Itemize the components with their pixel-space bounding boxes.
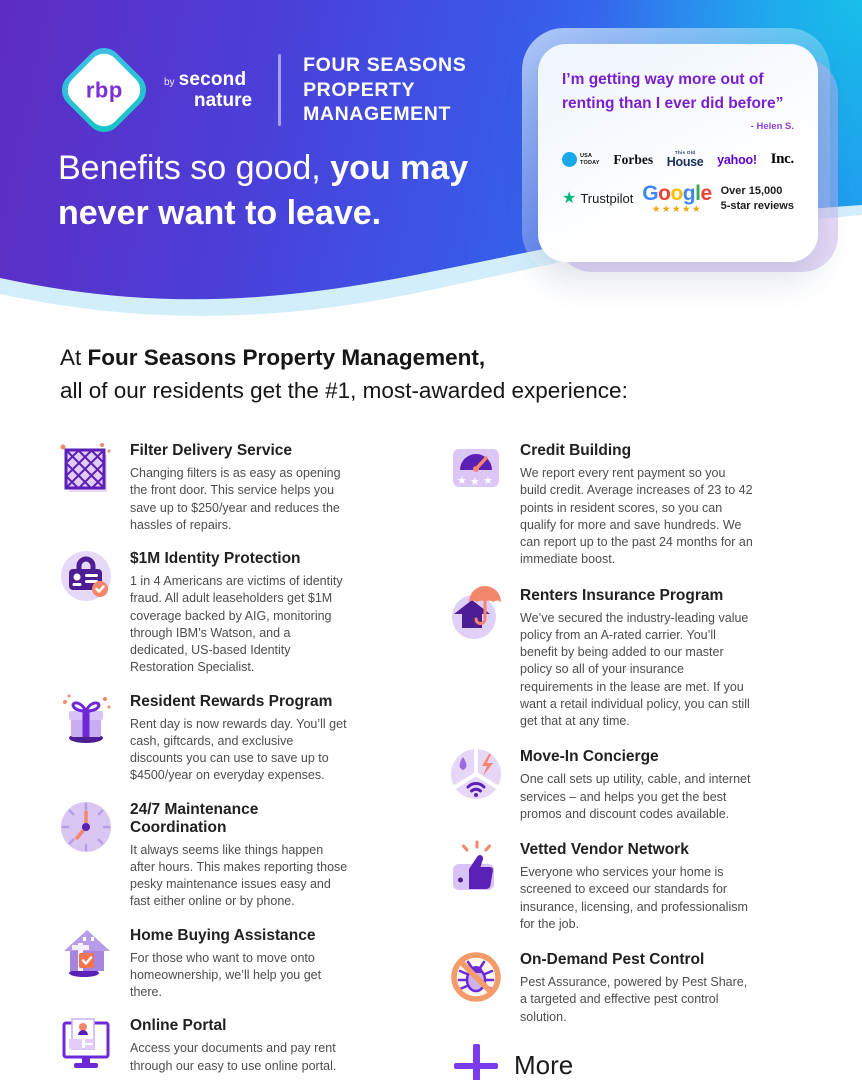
benefit-identity-protection: $1M Identity Protection 1 in 4 Americans… bbox=[58, 548, 348, 677]
yahoo-logo: yahoo! bbox=[717, 152, 757, 167]
testimonial-attribution: - Helen S. bbox=[750, 121, 794, 133]
benefit-title: Home Buying Assistance bbox=[130, 926, 316, 944]
clock-icon bbox=[58, 799, 114, 855]
benefit-description: We report every rent payment so you buil… bbox=[520, 466, 753, 567]
benefits-column-right: ★ ★ ★ Credit Building We report every re… bbox=[448, 440, 754, 1080]
inc-logo: Inc. bbox=[770, 151, 795, 168]
more-row: More bbox=[448, 1043, 754, 1080]
benefit-description: One call sets up utility, cable, and int… bbox=[520, 772, 751, 821]
benefit-online-portal: Online Portal Access your documents and … bbox=[58, 1015, 348, 1075]
google-logo: Google ★★★★★ bbox=[642, 182, 712, 216]
benefit-description: Changing filters is as easy as opening t… bbox=[130, 466, 341, 532]
benefit-description: It always seems like things happen after… bbox=[130, 842, 348, 909]
reviews-row: ★ Trustpilot Google ★★★★★ Over 15,000 5-… bbox=[562, 183, 794, 215]
forbes-logo: Forbes bbox=[613, 151, 654, 167]
plus-icon bbox=[454, 1043, 498, 1080]
identity-icon bbox=[58, 548, 114, 604]
gift-icon bbox=[58, 691, 114, 747]
by-label: by bbox=[164, 77, 175, 88]
logo-divider bbox=[278, 54, 282, 126]
credit-icon: ★ ★ ★ bbox=[448, 440, 504, 496]
intro-line2: all of our residents get the #1, most-aw… bbox=[60, 377, 628, 403]
benefit-title: Credit Building bbox=[520, 442, 632, 459]
insurance-icon bbox=[448, 585, 504, 641]
benefit-title: 24/7 Maintenance Coordination bbox=[130, 800, 259, 836]
benefit-description: Access your documents and pay rent throu… bbox=[130, 1041, 337, 1073]
benefit-title: Online Portal bbox=[130, 1017, 227, 1035]
trustpilot-star-icon: ★ bbox=[562, 189, 577, 207]
usa-today-circle-icon bbox=[562, 152, 577, 168]
benefit-filter-delivery: Filter Delivery Service Changing filters… bbox=[58, 440, 348, 534]
headline-bold-1: you may bbox=[330, 149, 469, 187]
benefit-credit-building: ★ ★ ★ Credit Building We report every re… bbox=[448, 440, 754, 569]
this-old-house-logo: This Old House bbox=[666, 150, 704, 169]
hero-headline: Benefits so good, you may never want to … bbox=[58, 146, 538, 236]
benefit-description: Pest Assurance, powered by Pest Share, a… bbox=[520, 975, 748, 1024]
rbp-logo: rbp bbox=[54, 40, 154, 140]
svg-text:★: ★ bbox=[470, 476, 480, 488]
benefit-description: Everyone who services your home is scree… bbox=[520, 865, 748, 931]
headline-bold-2: never want to leave. bbox=[58, 194, 382, 233]
benefit-title: Filter Delivery Service bbox=[130, 442, 292, 459]
benefit-description: Rent day is now rewards day. You’ll get … bbox=[130, 716, 347, 783]
benefit-home-buying: Home Buying Assistance For those who wan… bbox=[58, 925, 348, 1002]
testimonial-card: I’m getting way more out of renting than… bbox=[538, 44, 818, 262]
home-icon bbox=[58, 925, 114, 981]
svg-text:★: ★ bbox=[483, 475, 493, 487]
filter-icon bbox=[58, 440, 114, 496]
benefit-title: $1M Identity Protection bbox=[130, 550, 301, 567]
benefits-column-left: Filter Delivery Service Changing filters… bbox=[58, 440, 348, 1080]
more-label: More bbox=[514, 1050, 574, 1080]
svg-text:★: ★ bbox=[457, 475, 467, 487]
company-name-line3: MANAGEMENT bbox=[303, 103, 451, 126]
company-name: FOUR SEASONS PROPERTY MANAGEMENT bbox=[303, 53, 466, 127]
reviews-count: Over 15,000 5-star reviews bbox=[720, 185, 794, 212]
brand-nature: nature bbox=[194, 90, 253, 111]
intro-heading: At Four Seasons Property Management, all… bbox=[60, 342, 720, 407]
trustpilot-logo: ★ Trustpilot bbox=[562, 189, 634, 207]
benefit-description: 1 in 4 Americans are victims of identity… bbox=[130, 574, 343, 675]
benefit-title: Move-In Concierge bbox=[520, 748, 659, 766]
concierge-icon bbox=[448, 746, 504, 802]
benefit-description: We’ve secured the industry-leading value… bbox=[520, 610, 750, 729]
google-stars-icon: ★★★★★ bbox=[651, 204, 702, 216]
second-nature-logo: by second nature bbox=[164, 70, 252, 110]
benefit-move-in-concierge: Move-In Concierge One call sets up utili… bbox=[448, 746, 754, 823]
benefit-title: On-Demand Pest Control bbox=[520, 951, 705, 968]
portal-icon bbox=[58, 1015, 114, 1071]
testimonial-quote: I’m getting way more out of renting than… bbox=[562, 71, 784, 113]
pest-icon bbox=[448, 949, 504, 1005]
company-name-line2: PROPERTY bbox=[303, 78, 416, 101]
brand-second: second bbox=[178, 69, 247, 90]
benefit-renters-insurance: Renters Insurance Program We’ve secured … bbox=[448, 585, 754, 731]
benefit-pest-control: On-Demand Pest Control Pest Assurance, p… bbox=[448, 949, 754, 1026]
benefit-title: Vetted Vendor Network bbox=[520, 841, 689, 858]
press-logos-row: USA TODAY Forbes This Old House yahoo! I… bbox=[562, 151, 794, 168]
vendor-icon bbox=[448, 839, 504, 895]
benefit-title: Resident Rewards Program bbox=[130, 692, 333, 710]
benefit-title: Renters Insurance Program bbox=[520, 586, 724, 604]
company-name-line1: FOUR SEASONS bbox=[303, 54, 467, 77]
usa-today-logo: USA TODAY bbox=[562, 152, 600, 168]
google-wordmark: Google bbox=[642, 182, 712, 206]
benefit-resident-rewards: Resident Rewards Program Rent day is now… bbox=[58, 691, 348, 785]
hero-logo-row: rbp by second nature FOUR SEASONS PROPER… bbox=[54, 40, 466, 140]
benefit-vetted-vendors: Vetted Vendor Network Everyone who servi… bbox=[448, 839, 754, 933]
rbp-logo-white-diamond: rbp bbox=[61, 47, 147, 133]
benefit-description: For those who want to move onto homeowne… bbox=[130, 950, 322, 1000]
headline-light: Benefits so good, bbox=[58, 149, 321, 187]
benefit-maintenance: 24/7 Maintenance Coordination It always … bbox=[58, 799, 348, 911]
rbp-logo-text: rbp bbox=[85, 76, 123, 102]
intro-company-bold: Four Seasons Property Management, bbox=[87, 345, 486, 370]
